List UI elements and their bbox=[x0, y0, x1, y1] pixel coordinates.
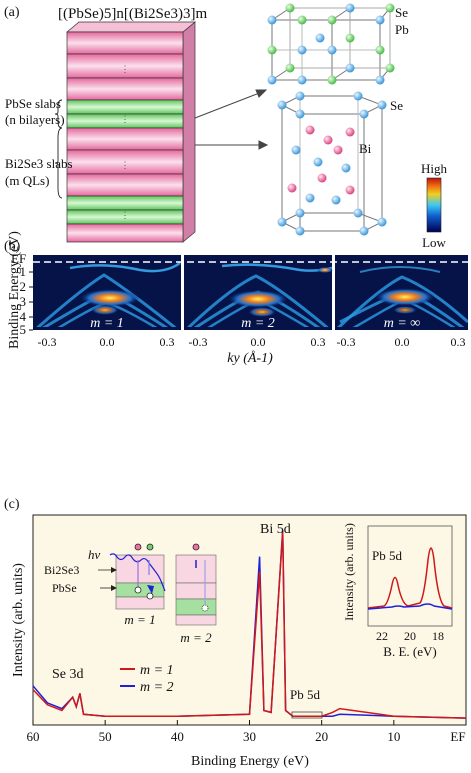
schematic-m2: m = 2 bbox=[180, 630, 212, 645]
inset-m1-curve bbox=[367, 547, 453, 609]
inset-ylabel: Intensity (arb. units) bbox=[342, 523, 356, 621]
ytick-1: 1 bbox=[20, 264, 27, 279]
panel-b-yticks bbox=[29, 271, 33, 331]
panel-a-formula: [(PbSe)5]n[(Bi2Se3)3]m bbox=[58, 6, 207, 22]
arpes-panel-minf bbox=[335, 255, 468, 330]
spectrum-plot bbox=[32, 529, 467, 719]
subpanel-m2: m = 2 bbox=[241, 316, 275, 331]
panel-b-label: (b) bbox=[4, 239, 21, 254]
atom-label-se-top: Se bbox=[395, 5, 408, 20]
panel-b-xtick-labels: -0.3 0.0 0.3 -0.3 0.0 0.3 -0.3 0.0 0.3 bbox=[38, 335, 466, 349]
xtick-m2-b: 0.0 bbox=[251, 335, 266, 349]
pb5d-inset bbox=[367, 525, 453, 627]
xtick-m2-c: 0.3 bbox=[311, 335, 326, 349]
spectrum-series-1 bbox=[32, 531, 467, 719]
xtick-m3-c: 0.3 bbox=[451, 335, 466, 349]
panel-c-xticks: 60 50 40 30 20 10 EF bbox=[27, 720, 467, 744]
panel-a-label: (a) bbox=[4, 5, 20, 20]
colorbar-high: High bbox=[421, 161, 448, 176]
xtick-label: 60 bbox=[27, 729, 40, 744]
xtick-label: 30 bbox=[243, 729, 256, 744]
svg-text:⋮: ⋮ bbox=[121, 64, 130, 74]
schematic-m1: m = 1 bbox=[124, 612, 155, 627]
peak-label-pb: Pb 5d bbox=[290, 687, 320, 702]
atom-label-pb: Pb bbox=[395, 22, 409, 37]
subpanel-minf: m = ∞ bbox=[384, 316, 421, 331]
bise-label-1: Bi2Se3 slabs bbox=[5, 156, 73, 171]
inset-xtick-22: 22 bbox=[376, 629, 388, 643]
pbse-brace bbox=[54, 99, 63, 129]
atom-label-bi: Bi bbox=[359, 141, 372, 156]
photoemission-schematic bbox=[98, 543, 217, 626]
svg-text:⋮: ⋮ bbox=[121, 210, 130, 220]
xtick-m3-b: 0.0 bbox=[395, 335, 410, 349]
peak-label-bi: Bi 5d bbox=[260, 522, 291, 537]
bise-label-2: (m QLs) bbox=[5, 173, 49, 188]
ytick-2: 2 bbox=[20, 279, 27, 294]
ef-label: EF bbox=[11, 251, 26, 266]
colorbar-low: Low bbox=[422, 235, 446, 250]
svg-text:⋮: ⋮ bbox=[121, 114, 130, 124]
legend-m1: m = 1 bbox=[140, 663, 174, 678]
inset-xtick-20: 20 bbox=[404, 629, 416, 643]
xtick-label: 40 bbox=[171, 729, 184, 744]
bise-brace bbox=[54, 127, 63, 199]
schematic-hv: hν bbox=[88, 547, 101, 562]
svg-text:⋮: ⋮ bbox=[121, 160, 130, 170]
xtick-m3-a: -0.3 bbox=[337, 335, 356, 349]
inset-peak-label: Pb 5d bbox=[372, 548, 402, 563]
pb-zoom-box bbox=[291, 711, 323, 719]
ytick-5: 5 bbox=[20, 322, 27, 337]
arpes-panel-m2 bbox=[184, 255, 333, 330]
arrows-a bbox=[194, 89, 269, 150]
panel-b-xlabel: ky (Å-1) bbox=[227, 350, 273, 366]
schematic-pbse: PbSe bbox=[52, 581, 77, 595]
inset-m2-curve bbox=[367, 603, 453, 610]
slab-stack: ⋮ ⋮ ⋮ ⋮ bbox=[66, 21, 196, 243]
panel-c-ylabel: Intensity (arb. units) bbox=[11, 563, 26, 677]
panel-b-ylabel: Binding Energy (eV) bbox=[7, 231, 22, 349]
pbse-label-1: PbSe slabs bbox=[5, 96, 61, 111]
xtick-m1-b: 0.0 bbox=[100, 335, 115, 349]
pbse-label-2: (n bilayers) bbox=[5, 112, 65, 127]
xtick-label: 50 bbox=[99, 729, 112, 744]
ytick-4: 4 bbox=[20, 309, 27, 324]
panel-c-xlabel: Binding Energy (eV) bbox=[191, 754, 309, 769]
bise-atoms bbox=[277, 91, 387, 236]
inset-xtick-18: 18 bbox=[432, 629, 444, 643]
legend-m2: m = 2 bbox=[140, 680, 174, 695]
pbse-atoms bbox=[267, 3, 395, 85]
xtick-label: 20 bbox=[315, 729, 328, 744]
xtick-label: 10 bbox=[387, 729, 400, 744]
ytick-3: 3 bbox=[20, 294, 27, 309]
inset-xlabel: B. E. (eV) bbox=[383, 644, 436, 659]
xtick-m2-a: -0.3 bbox=[189, 335, 208, 349]
legend: m = 1 m = 2 bbox=[120, 663, 174, 695]
xtick-label: EF bbox=[450, 729, 465, 744]
schematic-bise: Bi2Se3 bbox=[44, 563, 79, 577]
peak-label-se: Se 3d bbox=[52, 667, 84, 682]
panel-c-label: (c) bbox=[4, 497, 20, 512]
arpes-panel-m1 bbox=[33, 255, 181, 330]
atom-label-se-bottom: Se bbox=[390, 98, 403, 113]
colorbar bbox=[426, 177, 442, 233]
subpanel-m1: m = 1 bbox=[90, 316, 124, 331]
xtick-m1-c: 0.3 bbox=[160, 335, 175, 349]
xtick-m1-a: -0.3 bbox=[38, 335, 57, 349]
